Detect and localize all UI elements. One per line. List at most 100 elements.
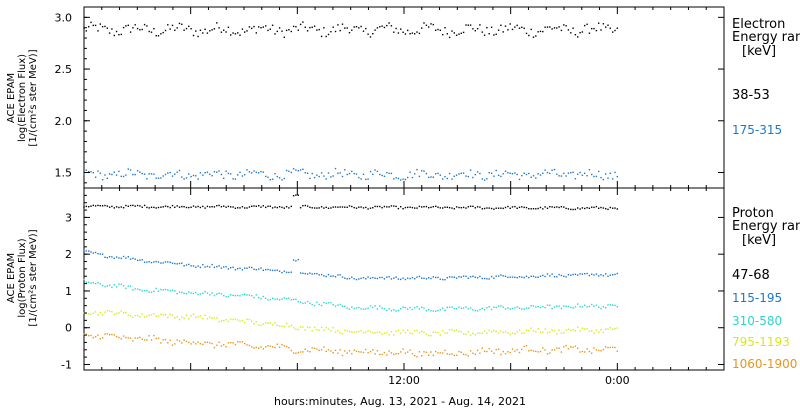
proton-point-1060-1900 [556, 347, 558, 349]
proton-point-310-580 [285, 298, 288, 300]
proton-point-795-1193 [472, 332, 474, 335]
electron-point-38-53 [223, 29, 225, 31]
proton-point-115-195 [528, 276, 530, 279]
proton-point-47-68 [395, 205, 397, 208]
electron-point-38-53 [97, 30, 99, 32]
proton-point-310-580 [588, 305, 591, 308]
proton-point-47-68 [455, 206, 458, 208]
proton-point-47-68 [602, 207, 605, 209]
proton-point-115-195 [400, 278, 402, 281]
proton-point-47-68 [183, 206, 185, 208]
proton-point-795-1193 [327, 328, 330, 330]
proton-point-1060-1900 [400, 351, 402, 353]
proton-point-47-68 [462, 206, 465, 209]
proton-point-115-195 [542, 274, 544, 277]
electron-point-175-315 [467, 175, 469, 178]
proton-point-795-1193 [400, 332, 402, 334]
proton-point-795-1193 [122, 311, 125, 314]
proton-point-1060-1900 [442, 352, 444, 354]
proton-point-47-68 [239, 207, 241, 209]
proton-point-1060-1900 [278, 346, 281, 348]
proton-point-1060-1900 [404, 352, 407, 354]
proton-point-1060-1900 [595, 349, 598, 351]
proton-point-795-1193 [167, 316, 169, 319]
proton-point-1060-1900 [253, 347, 255, 349]
proton-point-115-195 [341, 276, 344, 278]
electron-point-38-53 [486, 27, 488, 29]
electron-point-175-315 [101, 179, 104, 181]
electron-point-38-53 [458, 33, 460, 35]
proton-point-47-68 [129, 204, 132, 207]
electron-point-175-315 [386, 171, 388, 174]
electron-point-38-53 [570, 32, 572, 34]
electron-point-38-53 [181, 23, 183, 25]
proton-point-310-580 [437, 310, 439, 312]
electron-point-38-53 [376, 27, 379, 29]
proton-point-310-580 [351, 306, 353, 308]
proton-point-795-1193 [542, 331, 544, 333]
proton-point-310-580 [276, 298, 278, 300]
proton-point-115-195 [563, 275, 565, 277]
proton-point-795-1193 [423, 331, 425, 333]
proton-point-47-68 [435, 205, 437, 207]
proton-point-795-1193 [455, 329, 458, 331]
proton-point-795-1193 [209, 316, 211, 318]
proton-point-795-1193 [581, 327, 584, 329]
proton-point-115-195 [348, 277, 351, 280]
proton-point-1060-1900 [122, 335, 125, 337]
proton-point-1060-1900 [129, 337, 132, 339]
proton-point-310-580 [584, 304, 586, 306]
electron-point-175-315 [255, 171, 257, 173]
proton-point-47-68 [278, 206, 281, 208]
electron-point-175-315 [465, 175, 467, 177]
proton-point-795-1193 [302, 326, 304, 328]
electron-point-38-53 [518, 27, 521, 29]
proton-point-310-580 [565, 305, 567, 307]
proton-point-310-580 [609, 304, 611, 306]
proton-point-795-1193 [383, 332, 386, 334]
electron-point-175-315 [351, 170, 353, 173]
proton-point-795-1193 [479, 332, 481, 334]
proton-point-115-195 [439, 278, 441, 280]
proton-point-115-195 [432, 276, 434, 278]
electron-point-175-315 [274, 173, 276, 175]
electron-point-175-315 [148, 173, 150, 175]
proton-point-115-195 [113, 257, 115, 260]
proton-point-47-68 [600, 206, 602, 209]
proton-point-115-195 [416, 276, 418, 278]
proton-point-115-195 [269, 269, 271, 271]
proton-point-795-1193 [537, 328, 539, 330]
proton-point-795-1193 [113, 313, 115, 316]
electron-point-38-53 [430, 23, 432, 25]
proton-point-115-195 [355, 278, 358, 281]
proton-point-310-580 [486, 307, 488, 309]
proton-point-795-1193 [269, 322, 271, 324]
proton-point-115-195 [216, 265, 218, 268]
proton-point-115-195 [451, 276, 453, 278]
electron-point-38-53 [241, 28, 244, 30]
proton-point-795-1193 [183, 317, 185, 320]
electron-point-38-53 [360, 25, 362, 28]
electron-point-175-315 [318, 175, 320, 178]
proton-point-47-68 [577, 207, 579, 209]
electron-point-175-315 [160, 177, 162, 179]
proton-point-1060-1900 [183, 339, 185, 341]
proton-point-1060-1900 [574, 345, 577, 347]
electron-point-38-53 [514, 26, 516, 28]
proton-point-47-68 [157, 206, 160, 209]
electron-point-175-315 [304, 172, 306, 174]
electron-point-175-315 [106, 177, 108, 179]
electron-point-38-53 [258, 26, 260, 28]
proton-point-115-195 [486, 278, 488, 280]
proton-point-47-68 [369, 207, 372, 209]
electron-point-175-315 [209, 173, 211, 175]
proton-point-310-580 [288, 297, 290, 299]
proton-point-115-195 [304, 272, 306, 275]
proton-point-115-195 [325, 275, 327, 278]
proton-point-115-195 [544, 275, 546, 278]
proton-point-115-195 [227, 268, 230, 270]
electron-point-175-315 [393, 178, 395, 180]
electron-point-175-315 [516, 173, 518, 176]
electron-point-175-315 [171, 175, 174, 177]
proton-point-795-1193 [220, 320, 223, 322]
